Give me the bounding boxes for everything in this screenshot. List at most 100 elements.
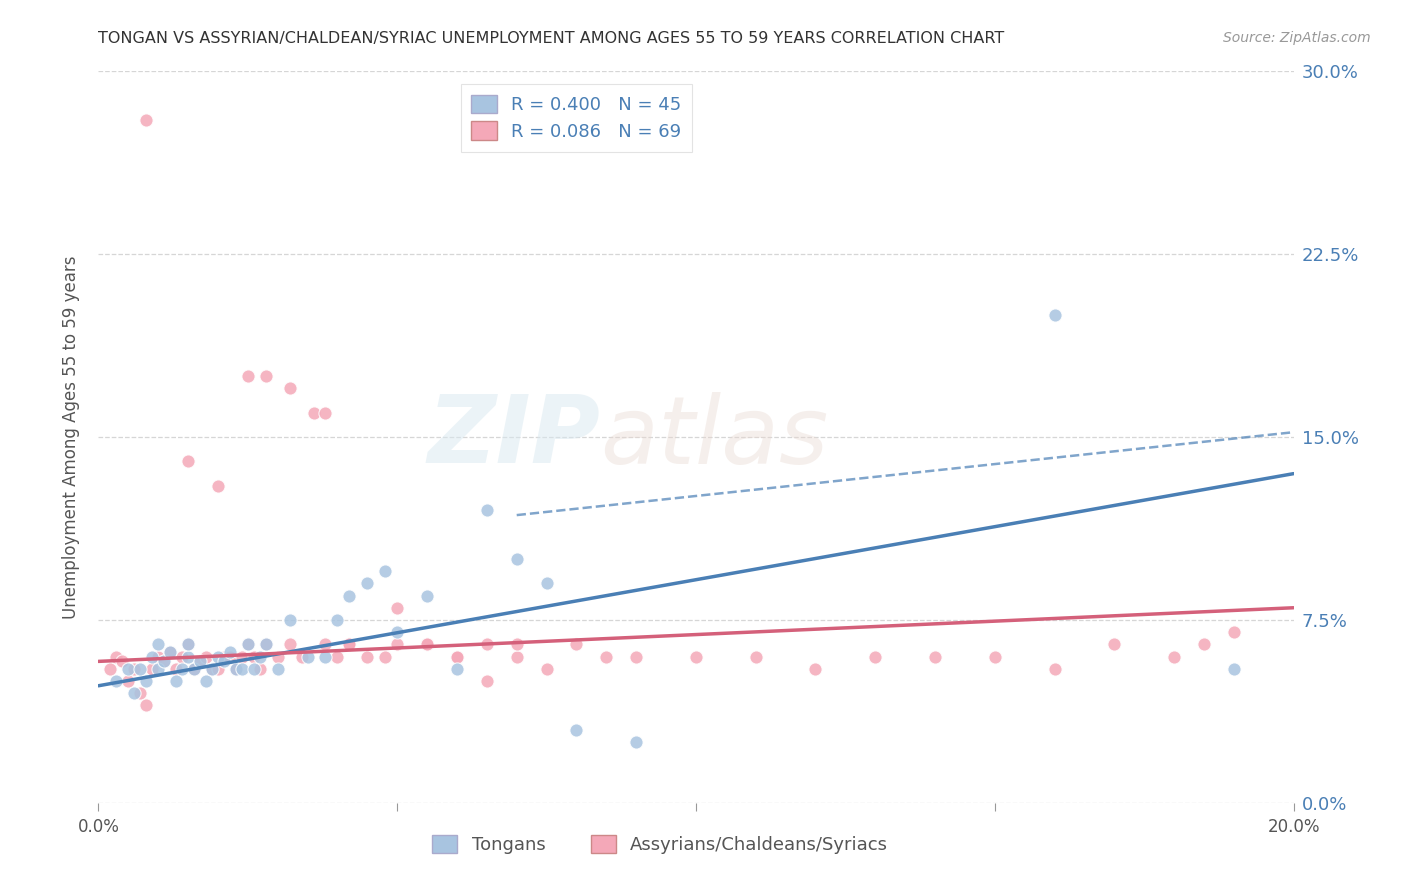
Point — [1043, 662, 1066, 676]
Point — [536, 576, 558, 591]
Point — [475, 637, 498, 651]
Point — [195, 673, 218, 688]
Point — [231, 649, 253, 664]
Point — [135, 113, 157, 128]
Point — [183, 662, 205, 676]
Point — [141, 649, 163, 664]
Point — [236, 369, 259, 384]
Point — [172, 662, 194, 676]
Point — [385, 625, 409, 640]
Point — [339, 637, 360, 651]
Point — [475, 503, 498, 517]
Point — [195, 649, 218, 664]
Point — [225, 662, 247, 676]
Point — [446, 662, 468, 676]
Point — [315, 406, 337, 420]
Point — [177, 454, 200, 468]
Point — [105, 673, 128, 688]
Point — [135, 698, 157, 713]
Point — [536, 662, 558, 676]
Point — [177, 637, 200, 651]
Text: TONGAN VS ASSYRIAN/CHALDEAN/SYRIAC UNEMPLOYMENT AMONG AGES 55 TO 59 YEARS CORREL: TONGAN VS ASSYRIAN/CHALDEAN/SYRIAC UNEMP… — [98, 31, 1005, 46]
Point — [153, 654, 176, 668]
Point — [236, 637, 259, 651]
Point — [339, 637, 360, 651]
Point — [177, 637, 200, 651]
Point — [188, 654, 211, 668]
Point — [243, 649, 266, 664]
Point — [626, 649, 648, 664]
Text: atlas: atlas — [600, 392, 828, 483]
Point — [267, 649, 290, 664]
Point — [302, 406, 325, 420]
Point — [243, 662, 266, 676]
Point — [1223, 662, 1246, 676]
Point — [416, 589, 439, 603]
Point — [165, 662, 187, 676]
Point — [148, 637, 170, 651]
Point — [385, 637, 409, 651]
Point — [124, 662, 146, 676]
Point — [135, 673, 157, 688]
Point — [172, 649, 194, 664]
Point — [339, 589, 360, 603]
Point — [159, 645, 181, 659]
Point — [385, 600, 409, 615]
Point — [416, 637, 439, 651]
Point — [207, 662, 229, 676]
Point — [1192, 637, 1215, 651]
Point — [212, 649, 235, 664]
Text: Source: ZipAtlas.com: Source: ZipAtlas.com — [1223, 31, 1371, 45]
Point — [231, 662, 253, 676]
Point — [356, 576, 378, 591]
Point — [565, 723, 588, 737]
Point — [254, 637, 277, 651]
Point — [1223, 625, 1246, 640]
Point — [804, 662, 827, 676]
Point — [129, 662, 152, 676]
Point — [201, 662, 224, 676]
Point — [267, 662, 290, 676]
Point — [100, 662, 122, 676]
Point — [374, 649, 396, 664]
Point — [153, 654, 176, 668]
Point — [207, 479, 229, 493]
Point — [219, 649, 242, 664]
Point — [207, 649, 229, 664]
Text: ZIP: ZIP — [427, 391, 600, 483]
Point — [159, 645, 181, 659]
Point — [254, 369, 277, 384]
Point — [124, 686, 146, 700]
Point — [148, 649, 170, 664]
Point — [865, 649, 887, 664]
Point — [297, 649, 319, 664]
Point — [315, 649, 337, 664]
Point — [1043, 308, 1066, 322]
Point — [177, 649, 200, 664]
Legend: Tongans, Assyrians/Chaldeans/Syriacs: Tongans, Assyrians/Chaldeans/Syriacs — [423, 826, 897, 863]
Point — [165, 673, 187, 688]
Point — [111, 654, 134, 668]
Point — [685, 649, 707, 664]
Point — [249, 662, 271, 676]
Point — [183, 662, 205, 676]
Point — [117, 673, 139, 688]
Point — [506, 649, 529, 664]
Y-axis label: Unemployment Among Ages 55 to 59 years: Unemployment Among Ages 55 to 59 years — [62, 255, 80, 619]
Point — [745, 649, 768, 664]
Point — [326, 613, 349, 627]
Point — [1163, 649, 1185, 664]
Point — [446, 649, 468, 664]
Point — [506, 552, 529, 566]
Point — [148, 662, 170, 676]
Point — [924, 649, 946, 664]
Point — [254, 637, 277, 651]
Point — [315, 637, 337, 651]
Point — [446, 649, 468, 664]
Point — [225, 662, 247, 676]
Point — [565, 637, 588, 651]
Point — [326, 649, 349, 664]
Point — [212, 654, 235, 668]
Point — [201, 662, 224, 676]
Point — [188, 654, 211, 668]
